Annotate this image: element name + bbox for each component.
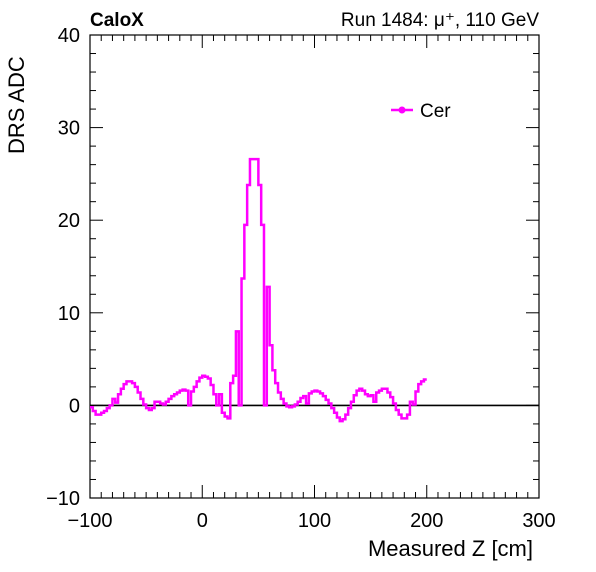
- x-axis-tick-labels: −100 0 100 200 300: [67, 510, 555, 532]
- x-axis-title: Measured Z [cm]: [368, 536, 533, 561]
- series-layer: [90, 157, 427, 423]
- experiment-label: CaloX: [90, 10, 144, 31]
- y-tick-label: 30: [58, 118, 80, 140]
- y-axis-ticks: [90, 34, 539, 499]
- plot-frame: [89, 34, 540, 499]
- y-axis-tick-labels: −10 0 10 20 30 40: [46, 25, 80, 510]
- legend-label-cer: Cer: [420, 101, 451, 122]
- x-tick-label: −100: [67, 510, 112, 532]
- y-tick-label: 0: [69, 395, 80, 417]
- x-axis-ticks: [89, 35, 540, 498]
- series-line-cer: [90, 157, 427, 423]
- y-tick-label: 20: [58, 210, 80, 232]
- legend: Cer: [391, 101, 451, 122]
- x-tick-label: 300: [522, 510, 555, 532]
- x-tick-label: 100: [298, 510, 331, 532]
- x-tick-label: 200: [410, 510, 443, 532]
- y-tick-label: 40: [58, 25, 80, 47]
- y-axis-title: DRS ADC: [4, 56, 29, 154]
- y-tick-label: 10: [58, 303, 80, 325]
- run-info-label: Run 1484: μ⁺, 110 GeV: [341, 10, 539, 31]
- legend-swatch-marker: [398, 106, 406, 114]
- x-tick-label: 0: [197, 510, 208, 532]
- y-tick-label: −10: [46, 488, 80, 510]
